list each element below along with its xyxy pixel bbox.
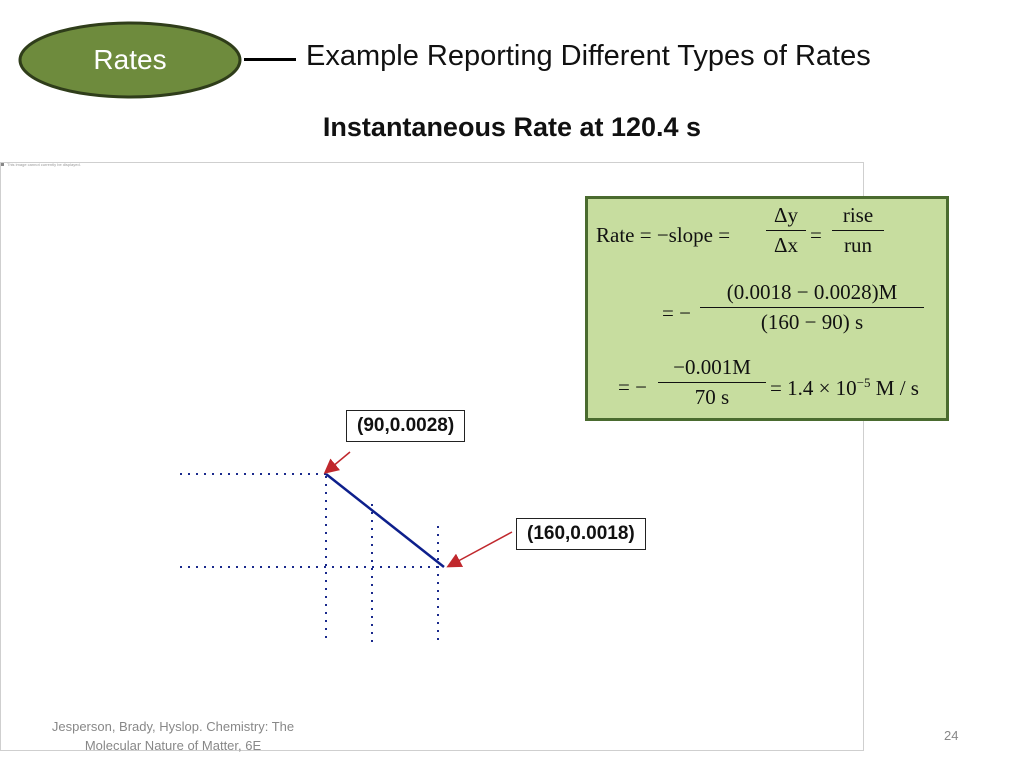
rate-formula-box: Rate = −slope = Δy Δx = rise run = − (0.… (585, 196, 949, 421)
page-number: 24 (944, 728, 959, 743)
callout-point-160: (160,0.0018) (516, 518, 646, 550)
formula-result-value: = 1.4 × 10−5 M / s (770, 375, 919, 401)
fraction-result-num: −0.001M (673, 355, 751, 379)
fraction-result-den: 70 s (694, 385, 730, 409)
footer-citation: Jesperson, Brady, Hyslop. Chemistry: The… (28, 717, 318, 755)
formula-eq: = (810, 223, 822, 247)
slide-header-title: Example Reporting Different Types of Rat… (306, 40, 871, 72)
rates-badge-label: Rates (93, 44, 167, 75)
callout-arrow-point2 (446, 531, 513, 568)
fraction-run: run (844, 233, 872, 257)
fraction-result: −0.001M 70 s (658, 355, 766, 410)
panel-caption: This image cannot currently be displayed… (7, 162, 81, 167)
fraction-rise-run: rise run (832, 203, 884, 258)
fraction-concentration-time: (0.0018 − 0.0028)M (160 − 90) s (700, 280, 924, 335)
formula-result-mantissa: = 1.4 × 10 (770, 376, 857, 400)
formula-line3-lhs: = − (618, 375, 647, 399)
footer-citation-line2: Molecular Nature of Matter, 6E (84, 738, 262, 753)
fraction-dx: Δx (773, 233, 798, 257)
callout-point-90: (90,0.0028) (346, 410, 466, 442)
formula-result-unit: M / s (870, 376, 919, 400)
fraction-rise: rise (842, 203, 874, 227)
formula-line2-lhs: = − (662, 301, 691, 325)
slope-line (325, 473, 445, 568)
formula-result-exponent: −5 (856, 375, 871, 390)
footer-citation-line1: Jesperson, Brady, Hyslop. Chemistry: The (51, 719, 295, 734)
fraction-concentration-diff: (0.0018 − 0.0028)M (726, 280, 898, 304)
header-connector-line (244, 58, 296, 61)
slide-subtitle: Instantaneous Rate at 120.4 s (322, 112, 702, 142)
broken-image-icon (1, 163, 4, 166)
rates-badge-shape (18, 21, 242, 99)
callout-arrow-point1 (323, 451, 351, 474)
formula-line1-lhs: Rate = −slope = (596, 223, 731, 247)
fraction-dy: Δy (773, 203, 798, 227)
fraction-time-diff: (160 − 90) s (760, 310, 864, 334)
fraction-dy-dx: Δy Δx (766, 203, 806, 258)
